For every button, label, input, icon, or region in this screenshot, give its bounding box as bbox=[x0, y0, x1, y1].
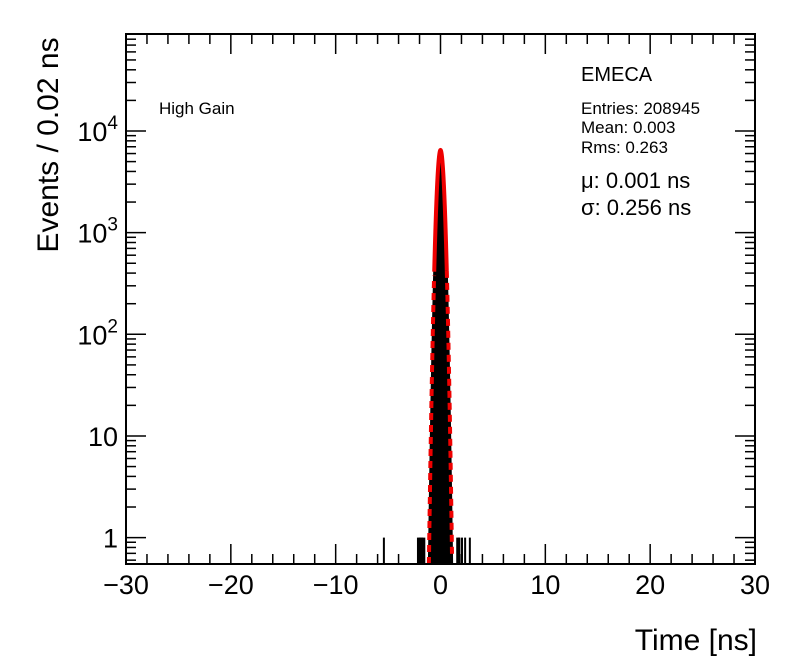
x-tick-label: −30 bbox=[103, 570, 149, 600]
y-tick-label: 104 bbox=[77, 113, 118, 147]
stats-entries: Entries: 208945 bbox=[581, 99, 700, 118]
x-tick-label: 0 bbox=[433, 570, 448, 600]
fit-mu: μ: 0.001 ns bbox=[581, 168, 690, 193]
x-tick-label: 20 bbox=[635, 570, 665, 600]
y-tick-label: 1 bbox=[103, 524, 118, 554]
x-tick-label: −20 bbox=[208, 570, 254, 600]
histogram bbox=[382, 149, 471, 565]
gaussian-fit bbox=[426, 147, 455, 565]
fit-core bbox=[432, 147, 449, 272]
y-tick-label: 10 bbox=[88, 422, 118, 452]
x-tick-label: −10 bbox=[313, 570, 359, 600]
high-gain-label: High Gain bbox=[159, 99, 235, 118]
fit-tail-right bbox=[444, 270, 455, 557]
stats-title: EMECA bbox=[581, 64, 653, 86]
stats-rms: Rms: 0.263 bbox=[581, 138, 668, 157]
x-tick-label: 30 bbox=[740, 570, 770, 600]
x-tick-label: 10 bbox=[530, 570, 560, 600]
stats-mean: Mean: 0.003 bbox=[581, 118, 676, 137]
x-axis-label: Time [ns] bbox=[635, 624, 757, 657]
y-axis-label: Events / 0.02 ns bbox=[32, 37, 65, 252]
y-tick-label: 102 bbox=[77, 316, 118, 350]
axes: −30 −20 −10 0 10 20 30 1 10 102 103 104 bbox=[77, 33, 770, 600]
fit-sigma: σ: 0.256 ns bbox=[581, 195, 691, 220]
y-tick-label: 103 bbox=[77, 215, 118, 249]
